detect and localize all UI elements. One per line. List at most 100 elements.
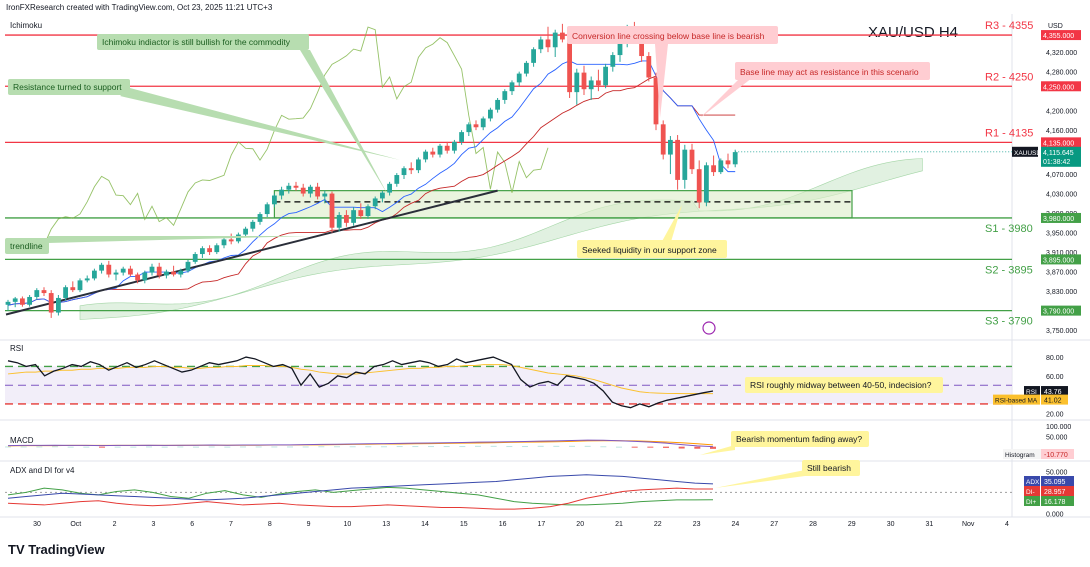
candle-body — [92, 270, 97, 279]
time-tick: 31 — [926, 521, 934, 528]
candle-body — [372, 198, 378, 207]
candle-body — [653, 77, 659, 125]
time-tick: Nov — [962, 521, 975, 528]
di-minus-line — [7, 487, 714, 510]
candle-body — [423, 151, 428, 160]
candle-body — [228, 239, 234, 242]
macd-histogram-bar — [302, 446, 309, 448]
candle — [725, 153, 731, 169]
annotation-pointer — [715, 470, 805, 488]
price-tick: 4,160.000 — [1046, 128, 1077, 135]
macd-histogram-bar — [694, 446, 701, 449]
candle-body — [293, 185, 299, 188]
annotation-trendline-bg — [5, 238, 49, 254]
candle — [387, 181, 392, 196]
candle-body — [732, 152, 738, 165]
candle-body — [466, 124, 472, 133]
candle-body — [84, 278, 90, 281]
rsi-title: RSI — [10, 344, 23, 353]
time-tick: 3 — [151, 521, 155, 528]
macd-histogram-bar — [67, 446, 74, 448]
candle-body — [660, 124, 666, 155]
candle-body — [322, 193, 328, 197]
annotation-conversion-cross: Conversion line crossing below base line… — [572, 31, 765, 41]
adx-tick: 50.000 — [1046, 469, 1068, 476]
candle-body — [603, 66, 608, 86]
rsi-ma-label: RSI-based MA — [995, 398, 1038, 405]
macd-histogram-bar — [130, 446, 137, 448]
time-tick: 21 — [615, 521, 623, 528]
candle-body — [351, 210, 356, 223]
macd-title: MACD — [10, 436, 34, 445]
candle — [135, 272, 140, 284]
candle — [603, 63, 608, 89]
macd-histogram-bar — [287, 446, 293, 448]
symbol-tag-bg — [1012, 146, 1038, 157]
candle-body — [538, 39, 544, 50]
candle-body — [502, 91, 508, 100]
macd-histogram-bar — [396, 446, 403, 448]
di-plus-label-bg — [1024, 496, 1040, 506]
level-label: S2 - 3895 — [985, 264, 1033, 276]
candle-body — [711, 165, 716, 173]
candle-body — [639, 34, 644, 57]
candle-body — [704, 165, 709, 203]
time-tick: Oct — [70, 521, 81, 528]
di-plus-line — [7, 486, 714, 506]
candle — [236, 232, 241, 244]
candle-body — [200, 248, 205, 255]
rsi-ma-value: 41.02 — [1044, 398, 1062, 405]
candle — [48, 290, 54, 318]
trendline — [5, 189, 498, 316]
adx-value-bg — [1041, 476, 1074, 486]
annotation-liquidity-bg — [577, 240, 727, 258]
annotation-pointer — [700, 78, 752, 118]
candle — [711, 155, 716, 177]
candle — [99, 262, 104, 274]
candle-body — [135, 274, 140, 281]
histogram-value: -10.770 — [1044, 452, 1068, 459]
candle — [365, 204, 371, 219]
candle-body — [99, 264, 104, 271]
candle — [466, 122, 472, 137]
level-label: R1 - 4135 — [985, 127, 1033, 139]
annotation-resistance-support: Resistance turned to support — [13, 82, 122, 92]
time-tick: 2 — [113, 521, 117, 528]
candle — [178, 268, 184, 278]
candle — [279, 186, 284, 200]
macd-histogram-bar — [631, 446, 638, 448]
candle — [250, 219, 256, 232]
tradingview-logo[interactable]: TV TradingView — [8, 542, 105, 557]
adx-annotation: Still bearish — [807, 463, 851, 473]
current-price-tag-bg — [1041, 146, 1081, 167]
candle — [401, 166, 407, 179]
chart-header-credit: IronFXResearch created with TradingView.… — [6, 3, 273, 12]
candle-body — [617, 42, 623, 56]
rsi-value: 43.76 — [1044, 389, 1062, 396]
candle-body — [106, 264, 112, 275]
candle — [120, 266, 126, 276]
time-tick: 27 — [770, 521, 778, 528]
level-price-tag-text: 4,135.000 — [1043, 140, 1074, 147]
candle-body — [560, 32, 565, 40]
candle — [185, 259, 191, 273]
currency-label: USD — [1048, 23, 1063, 30]
candle-body — [567, 39, 572, 93]
candle — [473, 120, 479, 131]
candle-body — [27, 296, 32, 305]
rsi-ma-value-bg — [1041, 394, 1068, 405]
candle — [416, 157, 421, 174]
candle — [12, 296, 18, 308]
candle-body — [207, 248, 212, 253]
candle-body — [675, 139, 680, 180]
macd-histogram-bar — [83, 446, 90, 448]
annotation-pointer — [120, 88, 400, 160]
current-price-tag: 4,115.645 — [1043, 150, 1074, 157]
macd-annotation-bg — [731, 431, 869, 447]
candle-body — [509, 82, 515, 92]
candle — [113, 269, 119, 281]
event-marker-icon — [702, 321, 716, 335]
candle — [264, 202, 270, 217]
macd-histogram-bar — [381, 446, 387, 448]
